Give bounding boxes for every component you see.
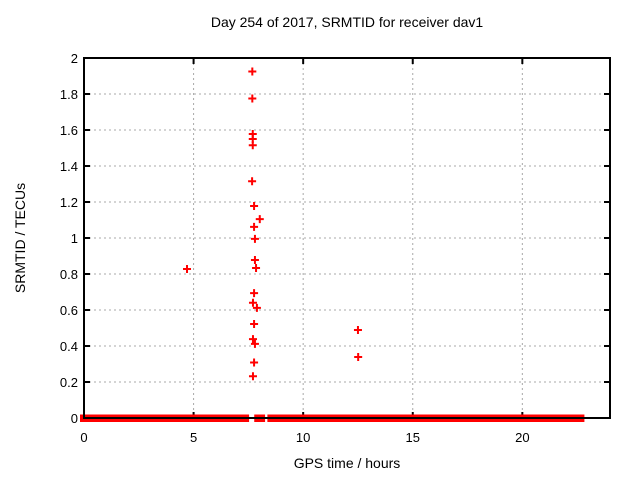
x-tick-label: 15 — [405, 430, 420, 445]
data-point-marker — [248, 335, 257, 344]
y-tick-label: 0.4 — [59, 338, 78, 354]
data-point-marker — [250, 339, 259, 348]
y-tick-label: 1.4 — [59, 158, 78, 174]
x-tick-label: 5 — [189, 430, 198, 445]
data-point-marker — [354, 352, 363, 361]
data-point-marker — [248, 94, 257, 103]
data-point-marker — [248, 372, 257, 381]
data-point-marker — [248, 298, 257, 307]
data-point-marker — [250, 201, 259, 210]
data-point-marker — [250, 234, 259, 243]
x-axis-label: GPS time / hours — [293, 455, 401, 471]
data-point-marker — [250, 320, 259, 329]
y-tick-label: 0.8 — [59, 266, 78, 282]
x-tick-label: 0 — [80, 430, 88, 445]
y-tick-label: 0.2 — [59, 374, 78, 390]
data-point-marker — [353, 325, 362, 334]
data-point-marker — [250, 255, 259, 264]
x-tick-label: 10 — [295, 430, 311, 445]
y-tick-label: 1.6 — [59, 122, 78, 138]
data-point-marker — [250, 222, 259, 231]
data-point-marker — [250, 358, 259, 367]
data-point-marker — [252, 264, 261, 273]
x-tick-label: 20 — [515, 430, 530, 445]
y-tick-label: 1.2 — [59, 194, 78, 210]
y-tick-label: 1.8 — [59, 86, 78, 102]
data-point-marker — [252, 303, 261, 312]
data-point-marker — [183, 264, 192, 273]
data-point-marker — [248, 177, 257, 186]
data-point-marker — [248, 141, 257, 150]
y-tick-label: 0.6 — [59, 302, 78, 318]
data-point-marker — [248, 67, 257, 76]
plot-border — [83, 57, 611, 419]
chart-title: Day 254 of 2017, SRMTID for receiver dav… — [210, 14, 484, 30]
data-point-marker — [255, 215, 264, 224]
y-tick-label: 1 — [70, 230, 78, 246]
y-tick-label: 2 — [70, 50, 78, 66]
data-point-marker — [250, 289, 259, 298]
y-tick-label: 0 — [70, 410, 78, 426]
